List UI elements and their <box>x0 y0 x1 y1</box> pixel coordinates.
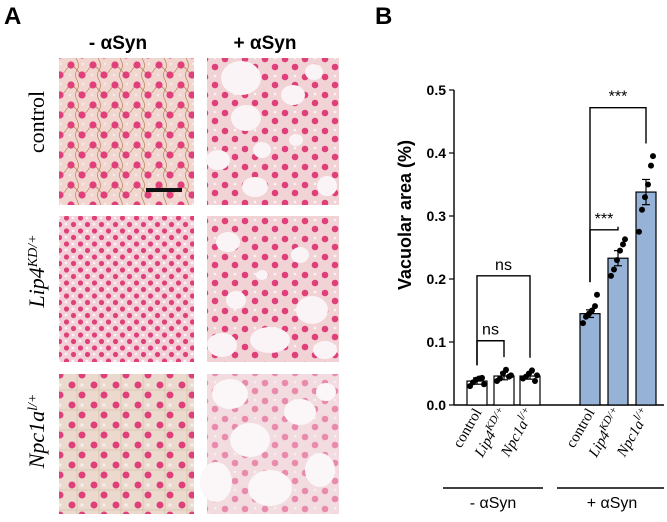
data-point <box>620 241 626 248</box>
chart-axes: 0.0 0.1 0.2 0.3 0.4 0.5 <box>427 82 664 413</box>
y-tick-label: 0.2 <box>427 271 447 287</box>
bar <box>635 191 657 406</box>
data-point <box>481 381 487 388</box>
data-point <box>611 266 617 273</box>
data-point <box>642 194 648 201</box>
panel-letter-a: A <box>4 3 21 30</box>
row-label-lip4-name: Lip4 <box>24 267 49 308</box>
group-label: + αSyn <box>587 495 638 512</box>
significance-bracket <box>589 106 647 283</box>
data-point <box>617 247 623 254</box>
x-category-genotype: l/+ <box>515 405 532 423</box>
column-header-minus-asyn: - αSyn <box>89 33 147 54</box>
data-point <box>497 375 503 382</box>
data-point <box>580 320 586 327</box>
data-point <box>508 372 514 379</box>
significance-label: ns <box>482 322 499 339</box>
micrograph-npc1a-minus <box>59 374 194 514</box>
data-point <box>622 236 628 243</box>
data-point <box>503 366 509 373</box>
row-label-lip4-genotype: KD/+ <box>26 234 41 268</box>
significance-bracket <box>476 275 531 366</box>
data-point <box>589 307 595 314</box>
scale-bar <box>146 188 182 192</box>
x-category-genotype: l/+ <box>631 405 648 423</box>
group-label: - αSyn <box>470 495 517 512</box>
row-label-npc1a-name: Npc1a <box>24 411 49 469</box>
y-tick-label: 0.4 <box>427 145 447 161</box>
data-point <box>614 257 620 264</box>
x-category-name: Lip4 <box>585 428 613 461</box>
y-tick-label: 0.0 <box>427 397 447 413</box>
row-label-lip4: Lip4KD/+ <box>24 234 49 308</box>
micrograph-npc1a-plus <box>200 374 339 514</box>
data-point <box>592 303 598 310</box>
data-point <box>648 162 654 169</box>
micrograph-lip4-minus <box>59 216 194 362</box>
x-category-name: Npc1a <box>498 418 532 461</box>
panel-letter-b: B <box>375 3 392 30</box>
bar <box>607 257 629 406</box>
column-header-plus-asyn: + αSyn <box>234 33 297 54</box>
bar <box>579 313 601 406</box>
x-category-name: Lip4 <box>471 428 499 461</box>
y-tick-label: 0.3 <box>427 208 447 224</box>
chart-points <box>467 153 656 390</box>
y-tick-label: 0.5 <box>427 82 447 98</box>
significance-label: *** <box>609 89 628 106</box>
micrograph-control-minus <box>59 58 194 205</box>
data-point <box>645 181 651 188</box>
row-label-control: control <box>24 91 49 153</box>
x-category-genotype: KD/+ <box>483 405 507 434</box>
chart-bars <box>466 191 657 406</box>
y-tick-label: 0.1 <box>427 334 447 350</box>
data-point <box>534 372 540 379</box>
data-point <box>532 378 538 385</box>
x-category-name: Npc1a <box>614 418 648 461</box>
row-label-npc1a-genotype: l/+ <box>26 394 41 411</box>
data-point <box>650 153 656 160</box>
data-point <box>529 367 535 374</box>
data-point <box>639 206 645 213</box>
micrograph-control-plus <box>206 58 339 205</box>
data-point <box>594 291 600 298</box>
x-category-genotype: KD/+ <box>597 405 621 434</box>
chart-significance: ns ns *** *** <box>476 89 647 366</box>
significance-label: ns <box>495 257 512 274</box>
data-point <box>608 272 614 279</box>
significance-label: *** <box>595 211 614 228</box>
data-point <box>479 374 485 381</box>
micrograph-lip4-plus <box>207 216 339 362</box>
significance-bracket <box>476 340 505 366</box>
data-point <box>636 228 642 235</box>
y-axis-title: Vacuolar area (%) <box>395 140 415 290</box>
row-label-npc1a: Npc1al/+ <box>24 394 49 470</box>
